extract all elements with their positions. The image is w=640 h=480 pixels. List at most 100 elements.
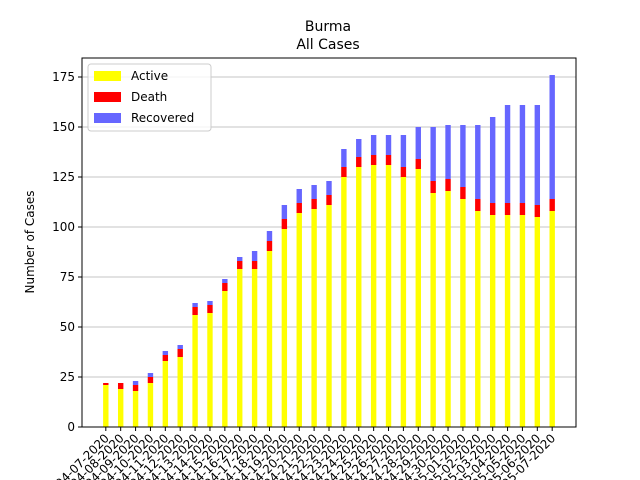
bar-segment: [385, 155, 392, 165]
bar-segment: [281, 219, 288, 229]
bar-segment: [356, 157, 362, 167]
bar-segment: [370, 155, 377, 165]
bar-segment: [117, 383, 124, 389]
bar-segment: [385, 165, 392, 427]
bar-segment: [534, 105, 541, 205]
bar-segment: [192, 315, 198, 427]
bar-segment: [430, 193, 436, 427]
bar-segment: [415, 159, 421, 169]
bar-segment: [132, 385, 139, 391]
bar-segment: [489, 117, 496, 203]
legend-swatch: [94, 71, 121, 81]
bar-segment: [237, 261, 243, 269]
y-tick-label: 175: [52, 70, 75, 84]
y-tick-label: 150: [52, 120, 75, 134]
bar-segment: [400, 135, 407, 167]
bar-segment: [326, 195, 332, 205]
plot-frame: [81, 57, 577, 428]
y-tick-label: 100: [52, 220, 75, 234]
bar-segment: [370, 165, 377, 427]
bar-segment: [519, 215, 526, 427]
y-tick-label: 75: [60, 270, 75, 284]
bar-segment: [311, 185, 317, 199]
legend-label: Recovered: [131, 111, 194, 125]
bar-segment: [489, 215, 496, 427]
bar-segment: [519, 203, 526, 215]
bar-segment: [549, 75, 555, 199]
y-tick-label: 125: [52, 170, 75, 184]
bar-segment: [266, 251, 273, 427]
bar-segment: [117, 389, 124, 427]
bar-segment: [341, 149, 347, 167]
y-tick-label: 0: [67, 420, 75, 434]
bar-segment: [534, 205, 541, 217]
bar-segment: [341, 167, 347, 177]
legend-swatch: [94, 113, 121, 123]
bar-segment: [400, 167, 407, 177]
bar-segment: [177, 349, 183, 357]
bar-segment: [281, 229, 288, 427]
legend-label: Active: [131, 69, 168, 83]
bar-segment: [251, 261, 258, 269]
bar-segment: [207, 301, 213, 305]
y-axis-label: Number of Cases: [23, 190, 37, 293]
legend-swatch: [94, 92, 121, 102]
bar-segment: [147, 383, 154, 427]
bar-segment: [296, 203, 302, 213]
bar-segment: [237, 269, 243, 427]
bar-segment: [177, 345, 183, 349]
bar-segment: [489, 203, 496, 215]
y-tick-label: 50: [60, 320, 75, 334]
bar-segment: [415, 127, 421, 159]
bar-segment: [326, 181, 332, 195]
bar-segment: [445, 125, 451, 179]
bar-segment: [207, 313, 213, 427]
bar-segment: [415, 169, 421, 427]
bar-segment: [445, 191, 451, 427]
bar-segment: [534, 217, 541, 427]
bar-segment: [222, 279, 228, 283]
bar-segment: [266, 241, 273, 251]
bar-segment: [266, 231, 273, 241]
bar-segment: [251, 269, 258, 427]
bar-segment: [311, 199, 317, 209]
bar-segment: [519, 105, 526, 203]
chart-title: Burma: [305, 19, 351, 35]
bar-segment: [385, 135, 392, 155]
bar-segment: [296, 213, 302, 427]
bar-segment: [549, 211, 555, 427]
bar-segment: [504, 105, 511, 203]
bar-segment: [132, 391, 139, 427]
bar-segment: [475, 125, 481, 199]
bar-segment: [207, 305, 213, 313]
bar-segment: [162, 355, 169, 361]
bar-segment: [549, 199, 555, 211]
bar-segment: [222, 291, 228, 427]
bar-segment: [356, 139, 362, 157]
bar-segment: [147, 373, 154, 377]
bar-segment: [251, 251, 258, 261]
bar-segment: [475, 199, 481, 211]
bar-segment: [445, 179, 451, 191]
y-tick-label: 25: [60, 370, 75, 384]
bar-segment: [460, 125, 466, 187]
chart-subtitle: All Cases: [296, 37, 359, 53]
bar-segment: [504, 215, 511, 427]
bar-segment: [326, 205, 332, 427]
bar-segment: [192, 307, 198, 315]
bar-segment: [296, 189, 302, 203]
bar-segment: [177, 357, 183, 427]
bar-segment: [460, 199, 466, 427]
bar-segment: [281, 205, 288, 219]
bar-segment: [400, 177, 407, 427]
legend-label: Death: [131, 90, 167, 104]
bar-segment: [237, 257, 243, 261]
bar-segment: [103, 385, 109, 427]
bar-segment: [356, 167, 362, 427]
bar-segment: [311, 209, 317, 427]
bar-segment: [341, 177, 347, 427]
bar-segment: [103, 383, 109, 385]
bar-segment: [147, 377, 154, 383]
bar-segment: [460, 187, 466, 199]
